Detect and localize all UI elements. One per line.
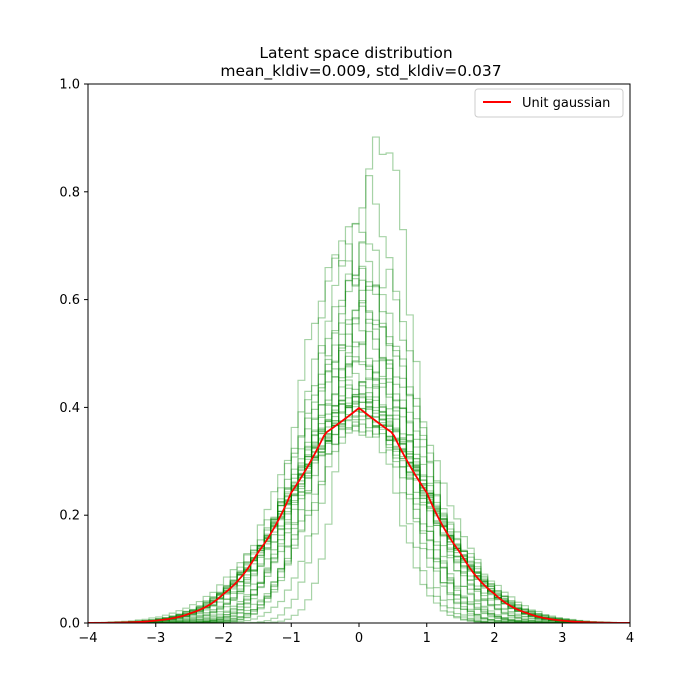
histogram-series-34 <box>88 415 630 623</box>
legend-label-unit-gaussian: Unit gaussian <box>522 96 610 111</box>
unit-gaussian-curve <box>88 406 630 623</box>
histogram-series-17 <box>88 361 630 623</box>
chart-subtitle: mean_kldiv=0.009, std_kldiv=0.037 <box>220 62 501 81</box>
histogram-series-18 <box>88 363 630 623</box>
y-tick-label: 0.0 <box>59 617 80 632</box>
histogram-series-30 <box>88 404 630 623</box>
y-tick-label: 0.2 <box>59 509 80 524</box>
y-tick-label: 1.0 <box>59 78 80 93</box>
legend: Unit gaussian <box>474 88 624 118</box>
histogram-series-15 <box>88 356 630 623</box>
histogram-series-19 <box>88 378 630 623</box>
histogram-series-32 <box>88 416 630 623</box>
y-tick-label: 0.4 <box>59 401 80 416</box>
histogram-series-35 <box>88 419 630 623</box>
x-tick-label: 1 <box>423 631 431 646</box>
y-axis: 0.0 0.2 0.4 0.6 0.8 1.0 <box>59 78 88 632</box>
histogram-series-14 <box>88 343 630 623</box>
x-tick-label: 3 <box>558 631 566 646</box>
unit-gaussian-group <box>88 406 630 623</box>
y-tick-label: 0.6 <box>59 293 80 308</box>
histogram-series-20 <box>88 379 630 623</box>
legend-box <box>474 88 624 118</box>
x-tick-label: 0 <box>355 631 363 646</box>
x-tick-label: 2 <box>490 631 498 646</box>
histogram-series-22 <box>88 384 630 623</box>
x-axis: −4 −3 −2 −1 0 1 2 3 4 <box>78 623 634 646</box>
x-tick-label: −4 <box>78 631 97 646</box>
x-tick-label: −1 <box>282 631 301 646</box>
y-tick-label: 0.8 <box>59 185 80 200</box>
histogram-series-33 <box>88 421 630 623</box>
histogram-series-21 <box>88 387 630 623</box>
chart-title: Latent space distribution <box>259 44 452 62</box>
x-tick-label: 4 <box>626 631 634 646</box>
x-tick-label: −2 <box>214 631 233 646</box>
x-tick-label: −3 <box>146 631 165 646</box>
